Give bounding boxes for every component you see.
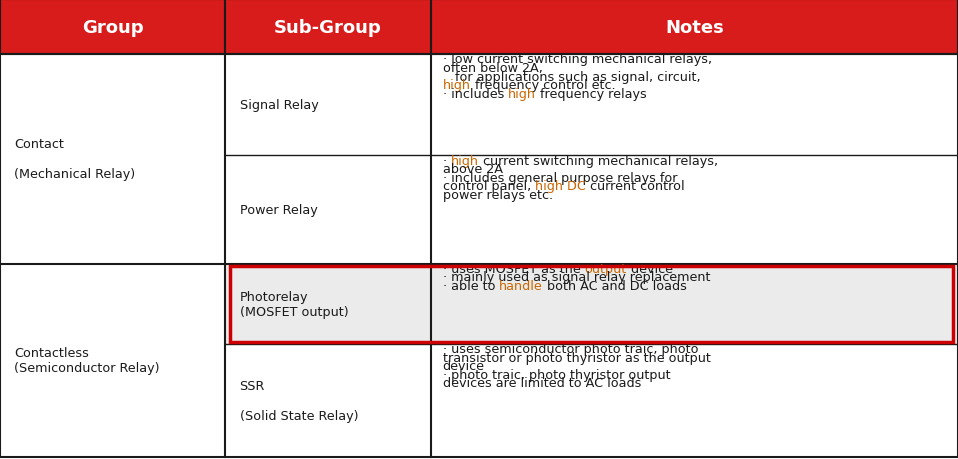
Bar [0, 55, 958, 457]
Text: Contact

(Mechanical Relay): Contact (Mechanical Relay) [14, 138, 135, 181]
Text: · includes general purpose relays for: · includes general purpose relays for [443, 171, 677, 185]
Bar [225, 156, 431, 264]
Text: · uses MOSFET as the: · uses MOSFET as the [443, 262, 584, 275]
Text: for applications such as signal, circuit,: for applications such as signal, circuit… [443, 70, 700, 84]
Text: high DC: high DC [535, 180, 585, 193]
Text: Power Relay: Power Relay [240, 203, 317, 217]
Text: high: high [443, 79, 470, 92]
Text: control panel,: control panel, [443, 180, 535, 193]
Text: often below 2A,: often below 2A, [443, 62, 542, 75]
Text: both AC and DC loads: both AC and DC loads [543, 279, 687, 292]
Text: device: device [627, 262, 673, 275]
Bar [225, 55, 431, 156]
Bar [431, 0, 958, 55]
Bar [0, 55, 225, 264]
Bar [0, 0, 225, 55]
Text: transistor or photo thyristor as the output: transistor or photo thyristor as the out… [443, 351, 711, 364]
Text: · uses semiconductor photo traic, photo: · uses semiconductor photo traic, photo [443, 342, 698, 356]
Text: frequency relays: frequency relays [536, 87, 647, 101]
Text: current control: current control [585, 180, 684, 193]
Text: device: device [443, 359, 485, 373]
Text: high: high [508, 87, 536, 101]
Bar [431, 264, 958, 344]
Text: Photorelay
(MOSFET output): Photorelay (MOSFET output) [240, 290, 348, 318]
Bar [225, 344, 431, 457]
Bar [230, 266, 953, 342]
Text: handle: handle [499, 279, 543, 292]
Text: Notes: Notes [665, 18, 724, 37]
Text: · includes: · includes [443, 87, 508, 101]
Text: SSR

(Solid State Relay): SSR (Solid State Relay) [240, 379, 358, 422]
Bar [431, 344, 958, 457]
Text: frequency control etc.: frequency control etc. [470, 79, 615, 92]
Text: Sub-Group: Sub-Group [274, 18, 382, 37]
Text: high: high [450, 154, 479, 168]
Text: · photo traic, photo thyristor output: · photo traic, photo thyristor output [443, 368, 671, 381]
Text: · mainly used as signal relay replacement: · mainly used as signal relay replacemen… [443, 271, 710, 284]
Text: current switching mechanical relays,: current switching mechanical relays, [479, 154, 718, 168]
Text: · low current switching mechanical relays,: · low current switching mechanical relay… [443, 53, 712, 67]
Text: Contactless
(Semiconductor Relay): Contactless (Semiconductor Relay) [14, 347, 160, 374]
Bar [431, 156, 958, 264]
Text: power relays etc.: power relays etc. [443, 188, 553, 202]
Text: · able to: · able to [443, 279, 499, 292]
Text: output: output [584, 262, 627, 275]
Text: above 2A: above 2A [443, 163, 503, 176]
Text: Group: Group [81, 18, 144, 37]
Text: Signal Relay: Signal Relay [240, 99, 318, 112]
Bar [431, 55, 958, 156]
Bar [225, 0, 431, 55]
Text: devices are limited to AC loads: devices are limited to AC loads [443, 376, 641, 390]
Bar [225, 264, 431, 344]
Bar [0, 264, 225, 457]
Text: ·: · [443, 154, 450, 168]
